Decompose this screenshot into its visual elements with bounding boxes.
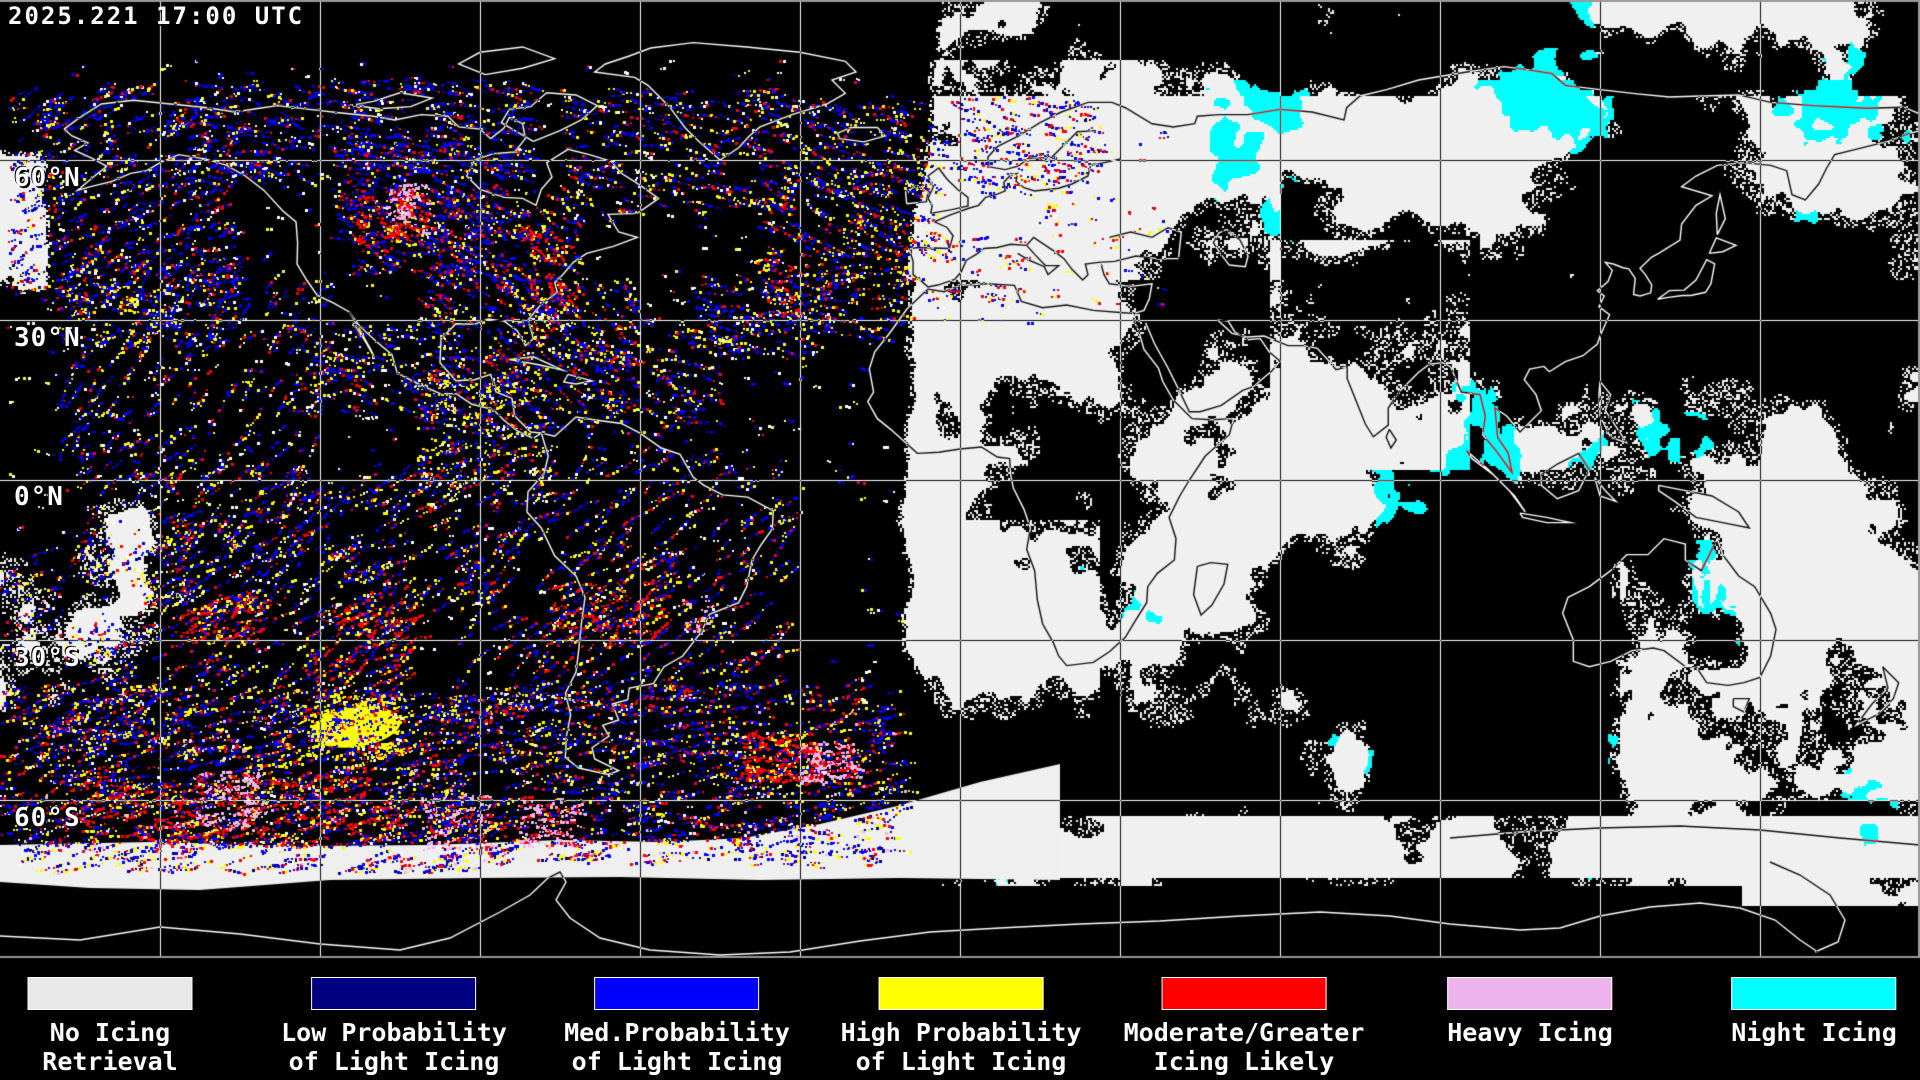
legend-swatch: [27, 977, 193, 1010]
lat-label: 30°S: [14, 643, 81, 673]
legend-label: Low Probability of Light Icing: [281, 1018, 507, 1076]
legend-swatch: [594, 977, 760, 1010]
legend-label: High Probability of Light Icing: [841, 1018, 1082, 1076]
legend-item: Med.Probability of Light Icing: [564, 960, 790, 1076]
legend-label: Heavy Icing: [1447, 1018, 1613, 1047]
legend-item: Low Probability of Light Icing: [281, 960, 507, 1076]
legend-item: Heavy Icing: [1447, 960, 1613, 1047]
legend-label-line: Night Icing: [1731, 1018, 1897, 1047]
legend-swatch: [311, 977, 477, 1010]
legend-label-line: Heavy Icing: [1447, 1018, 1613, 1047]
legend-label: Moderate/Greater Icing Likely: [1124, 1018, 1365, 1076]
timestamp-label: 2025.221 17:00 UTC: [8, 2, 305, 30]
lat-label: 30°N: [14, 323, 81, 353]
lat-label: 0°N: [14, 482, 64, 512]
lat-label: 60°N: [14, 163, 81, 193]
legend-swatch: [878, 977, 1044, 1010]
legend-swatch: [1447, 977, 1613, 1010]
legend-item: No Icing Retrieval: [27, 960, 193, 1076]
legend-label-line: of Light Icing: [855, 1047, 1067, 1076]
legend-label-line: Low Probability: [281, 1018, 507, 1047]
legend-label-line: of Light Icing: [571, 1047, 783, 1076]
legend-swatch: [1161, 977, 1327, 1010]
legend-label-line: of Light Icing: [288, 1047, 500, 1076]
legend-swatch: [1731, 977, 1897, 1010]
legend-label-line: Moderate/Greater: [1123, 1018, 1365, 1047]
world-map-canvas: [0, 0, 1920, 960]
legend-item: Night Icing: [1731, 960, 1897, 1047]
legend-label: Med.Probability of Light Icing: [564, 1018, 790, 1076]
legend-label-line: High Probability: [840, 1018, 1082, 1047]
legend-label: Night Icing: [1731, 1018, 1897, 1047]
legend-label-line: Med.Probability: [564, 1018, 790, 1047]
legend-bar: No Icing Retrieval Low Probability of Light…: [0, 960, 1920, 1080]
legend-label-line: Retrieval: [42, 1047, 178, 1076]
legend-label-line: No Icing: [49, 1018, 171, 1047]
legend-label-line: Icing Likely: [1153, 1047, 1335, 1076]
legend-item: Moderate/Greater Icing Likely: [1124, 960, 1365, 1076]
legend-label: No Icing Retrieval: [28, 1018, 193, 1076]
lat-label: 60°S: [14, 803, 81, 833]
legend-item: High Probability of Light Icing: [841, 960, 1082, 1076]
